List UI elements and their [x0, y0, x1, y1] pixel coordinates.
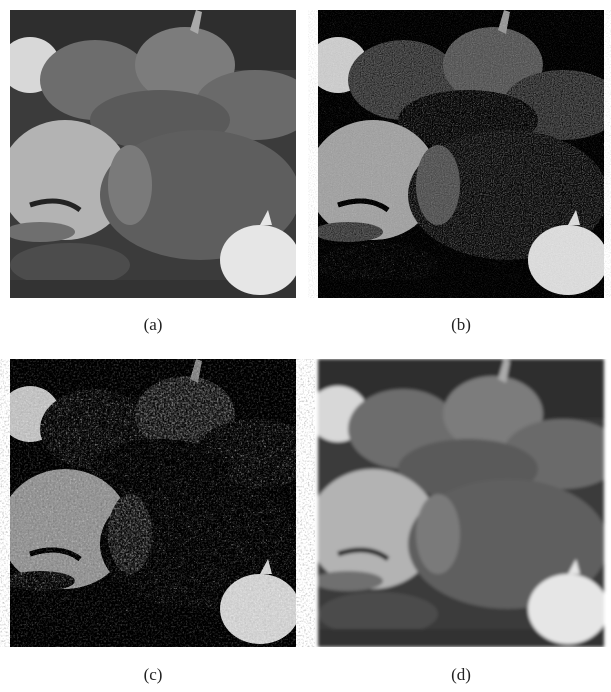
caption: (a) — [144, 315, 163, 334]
caption: (b) — [451, 315, 471, 334]
figure: (a) (b) (c) (d) — [0, 0, 611, 687]
image-d — [308, 359, 611, 647]
image-c — [0, 359, 315, 647]
caption: (c) — [144, 665, 163, 684]
image-a — [0, 10, 315, 298]
caption: (d) — [451, 665, 471, 684]
page: (a) (b) (c) (d) (() => { const data = JS… — [0, 0, 611, 687]
image-b — [308, 10, 611, 298]
